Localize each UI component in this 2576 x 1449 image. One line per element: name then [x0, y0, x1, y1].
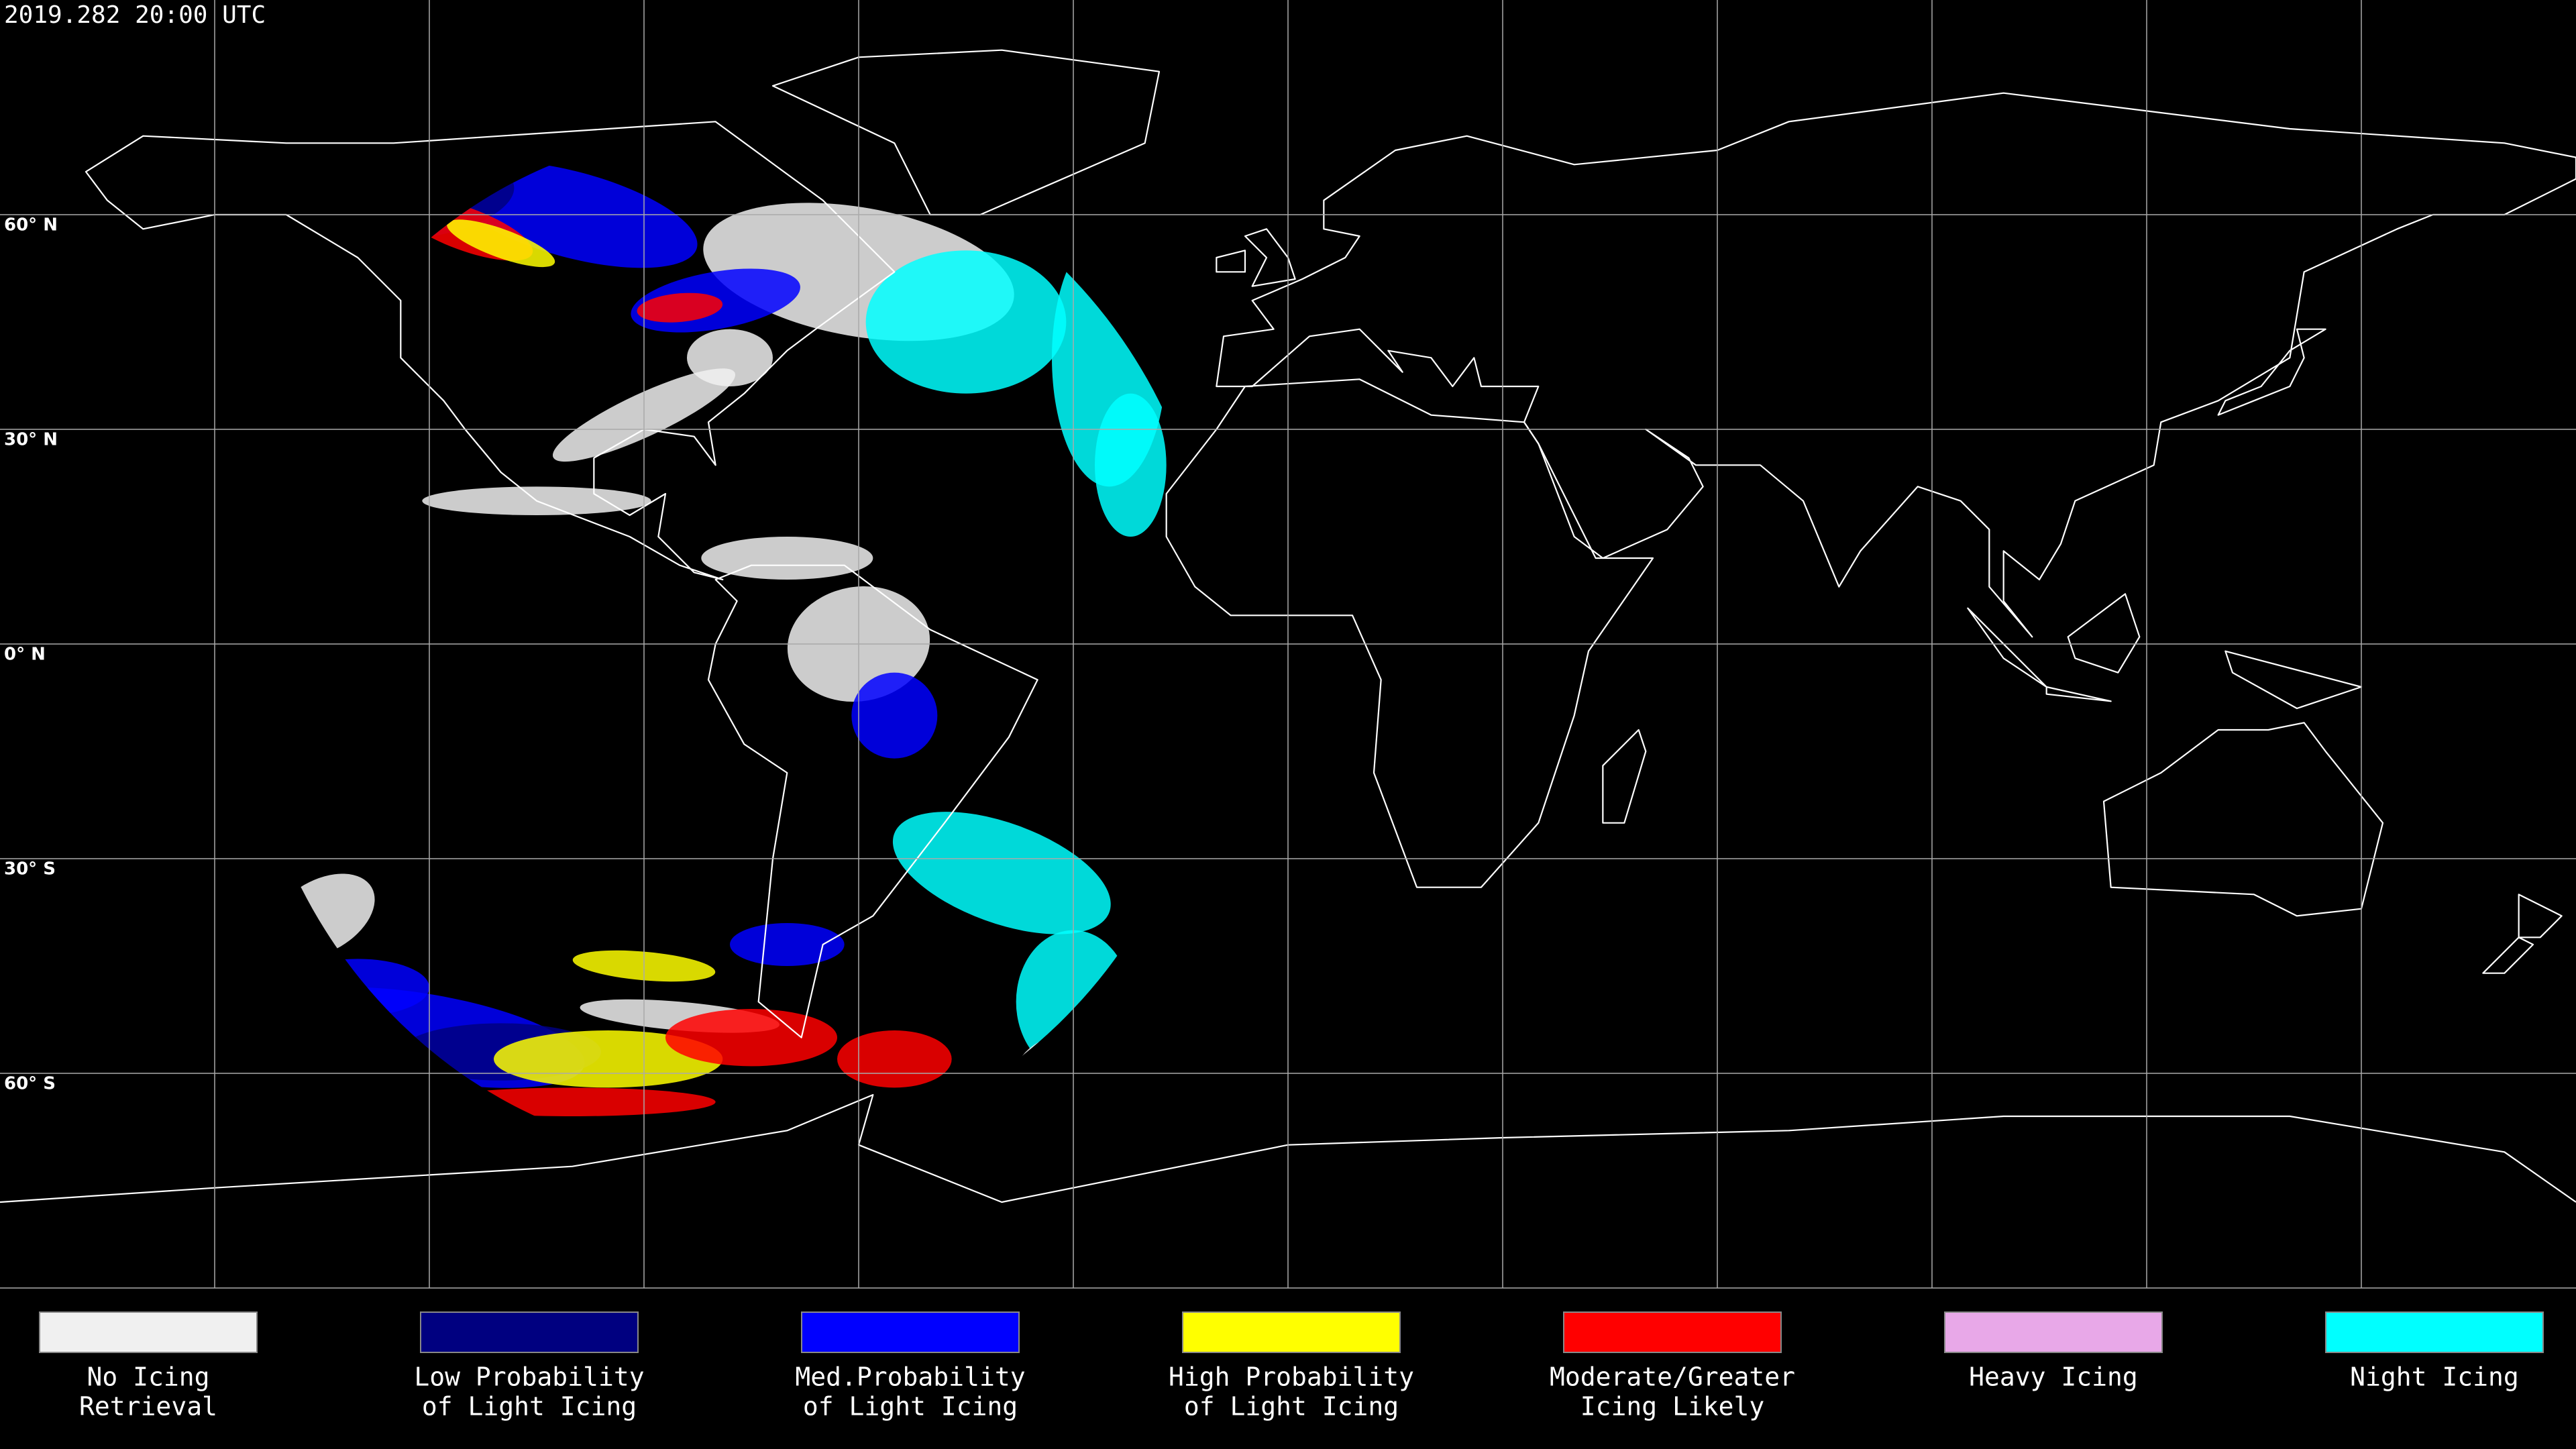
coast-australia — [2104, 722, 2383, 916]
latitude-label: 60° N — [4, 215, 58, 235]
legend-label: of Light Icing — [803, 1392, 1018, 1421]
icing-patch — [1094, 393, 1167, 537]
legend-swatch — [1563, 1311, 1782, 1353]
legend-swatch — [39, 1311, 258, 1353]
legend-label: Icing Likely — [1580, 1392, 1765, 1421]
icing-patch — [865, 250, 1067, 394]
coast-south-america — [708, 566, 1038, 1038]
legend-label: Low Probability — [414, 1362, 644, 1392]
legend-label: Moderate/Greater — [1550, 1362, 1795, 1392]
coast-greenland — [773, 50, 1159, 215]
icing-patch — [665, 1009, 837, 1067]
coast-north-america — [86, 121, 894, 580]
legend-label: Retrieval — [79, 1392, 217, 1421]
icing-patch — [701, 536, 873, 580]
legend-swatch — [1944, 1311, 2163, 1353]
latitude-label: 30° S — [4, 859, 56, 879]
legend-swatch — [420, 1311, 639, 1353]
coastlines — [0, 50, 2576, 1202]
icing-patch — [892, 812, 1111, 934]
icing-patch — [637, 292, 723, 323]
legend-label: Night Icing — [2350, 1362, 2519, 1392]
latitude-label: 0° N — [4, 645, 46, 665]
graticule: 60° N 30° N 0° N 30° S 60° S — [0, 0, 2576, 1289]
icing-patch — [447, 219, 555, 268]
icing-patch — [729, 923, 845, 967]
legend-label: No Icing — [87, 1362, 209, 1392]
coast-new-zealand — [2483, 894, 2561, 973]
coast-indonesia — [1968, 594, 2361, 708]
legend-swatch — [1182, 1311, 1401, 1353]
legend-label: Heavy Icing — [1969, 1362, 2138, 1392]
legend-swatch — [2325, 1311, 2544, 1353]
legend-label: Med.Probability — [795, 1362, 1025, 1392]
coast-japan — [2218, 329, 2326, 415]
coast-africa — [1167, 379, 1653, 887]
latitude-label: 60° S — [4, 1074, 56, 1094]
timestamp: 2019.282 20:00 UTC — [4, 1, 266, 29]
legend-swatch — [801, 1311, 1020, 1353]
legend-label: of Light Icing — [1184, 1392, 1399, 1421]
coast-madagascar — [1603, 730, 1646, 823]
legend-label: High Probability — [1169, 1362, 1414, 1392]
icing-patch — [851, 672, 938, 759]
latitude-label: 30° N — [4, 430, 58, 450]
coast-eurasia — [1216, 93, 2576, 637]
coast-antarctica — [0, 1095, 2576, 1202]
icing-patch — [837, 1030, 952, 1088]
legend-label: of Light Icing — [422, 1392, 637, 1421]
coast-britain — [1216, 229, 1295, 286]
